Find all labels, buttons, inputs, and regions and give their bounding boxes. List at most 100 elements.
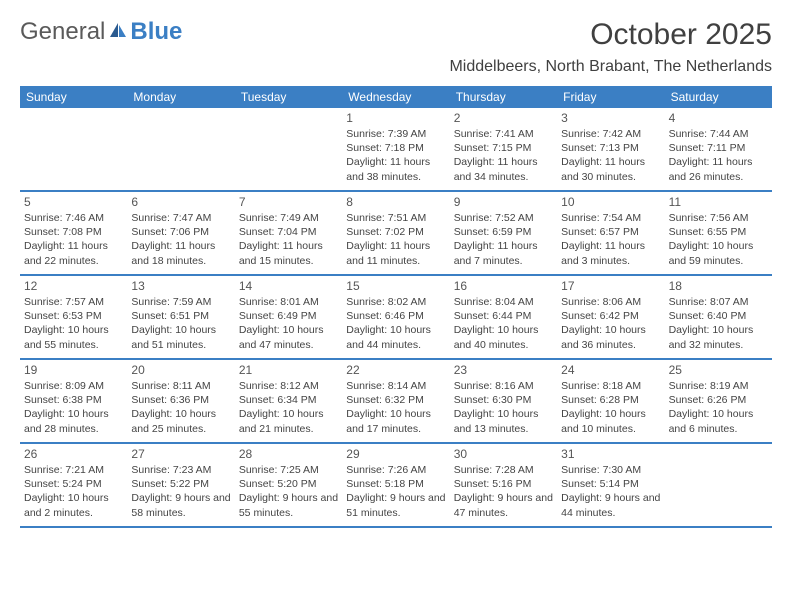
day-number: 22 bbox=[346, 363, 445, 377]
day-info: Sunrise: 7:52 AMSunset: 6:59 PMDaylight:… bbox=[454, 211, 553, 268]
month-title: October 2025 bbox=[449, 18, 772, 52]
empty-day-cell bbox=[665, 444, 772, 526]
day-cell: 7Sunrise: 7:49 AMSunset: 7:04 PMDaylight… bbox=[235, 192, 342, 274]
day-info: Sunrise: 8:02 AMSunset: 6:46 PMDaylight:… bbox=[346, 295, 445, 352]
day-number: 27 bbox=[131, 447, 230, 461]
empty-day-cell bbox=[127, 108, 234, 190]
day-info: Sunrise: 7:26 AMSunset: 5:18 PMDaylight:… bbox=[346, 463, 445, 520]
day-cell: 27 Sunrise: 7:23 AMSunset: 5:22 PMDayligh… bbox=[127, 444, 234, 526]
title-block: October 2025 Middelbeers, North Brabant,… bbox=[449, 18, 772, 76]
day-info: Sunrise: 7:39 AMSunset: 7:18 PMDaylight:… bbox=[346, 127, 445, 184]
day-info: Sunrise: 8:11 AMSunset: 6:36 PMDaylight:… bbox=[131, 379, 230, 436]
day-number: 1 bbox=[346, 111, 445, 125]
location-subtitle: Middelbeers, North Brabant, The Netherla… bbox=[449, 58, 772, 76]
day-info: Sunrise: 7:44 AMSunset: 7:11 PMDaylight:… bbox=[669, 127, 768, 184]
day-info: Sunrise: 8:09 AMSunset: 6:38 PMDaylight:… bbox=[24, 379, 123, 436]
day-info: Sunrise: 8:01 AMSunset: 6:49 PMDaylight:… bbox=[239, 295, 338, 352]
day-cell: 11Sunrise: 7:56 AMSunset: 6:55 PMDayligh… bbox=[665, 192, 772, 274]
day-cell: 23Sunrise: 8:16 AMSunset: 6:30 PMDayligh… bbox=[450, 360, 557, 442]
empty-day-cell bbox=[235, 108, 342, 190]
day-header-cell: Thursday bbox=[450, 86, 557, 108]
day-cell: 29 Sunrise: 7:26 AMSunset: 5:18 PMDayligh… bbox=[342, 444, 449, 526]
day-header-cell: Sunday bbox=[20, 86, 127, 108]
day-info: Sunrise: 8:18 AMSunset: 6:28 PMDaylight:… bbox=[561, 379, 660, 436]
day-cell: 5 Sunrise: 7:46 AMSunset: 7:08 PMDaylight… bbox=[20, 192, 127, 274]
day-info: Sunrise: 7:54 AMSunset: 6:57 PMDaylight:… bbox=[561, 211, 660, 268]
day-info: Sunrise: 7:41 AMSunset: 7:15 PMDaylight:… bbox=[454, 127, 553, 184]
logo-sail-icon bbox=[108, 18, 128, 46]
day-number: 25 bbox=[669, 363, 768, 377]
day-number: 19 bbox=[24, 363, 123, 377]
logo-text-general: General bbox=[20, 18, 105, 46]
week-row: 26Sunrise: 7:21 AMSunset: 5:24 PMDayligh… bbox=[20, 444, 772, 528]
day-cell: 28Sunrise: 7:25 AMSunset: 5:20 PMDayligh… bbox=[235, 444, 342, 526]
day-info: Sunrise: 8:12 AMSunset: 6:34 PMDaylight:… bbox=[239, 379, 338, 436]
page-header: General Blue October 2025 Middelbeers, N… bbox=[20, 18, 772, 76]
day-cell: 9 Sunrise: 7:52 AMSunset: 6:59 PMDaylight… bbox=[450, 192, 557, 274]
day-number: 9 bbox=[454, 195, 553, 209]
day-header-cell: Tuesday bbox=[235, 86, 342, 108]
day-info: Sunrise: 7:59 AMSunset: 6:51 PMDaylight:… bbox=[131, 295, 230, 352]
day-cell: 6 Sunrise: 7:47 AMSunset: 7:06 PMDaylight… bbox=[127, 192, 234, 274]
day-number: 26 bbox=[24, 447, 123, 461]
week-row: 1 Sunrise: 7:39 AMSunset: 7:18 PMDaylight… bbox=[20, 108, 772, 192]
day-info: Sunrise: 8:07 AMSunset: 6:40 PMDaylight:… bbox=[669, 295, 768, 352]
day-info: Sunrise: 8:16 AMSunset: 6:30 PMDaylight:… bbox=[454, 379, 553, 436]
week-row: 5 Sunrise: 7:46 AMSunset: 7:08 PMDaylight… bbox=[20, 192, 772, 276]
day-number: 18 bbox=[669, 279, 768, 293]
day-number: 30 bbox=[454, 447, 553, 461]
day-cell: 8Sunrise: 7:51 AMSunset: 7:02 PMDaylight… bbox=[342, 192, 449, 274]
day-number: 10 bbox=[561, 195, 660, 209]
day-number: 4 bbox=[669, 111, 768, 125]
day-number: 6 bbox=[131, 195, 230, 209]
day-info: Sunrise: 7:46 AMSunset: 7:08 PMDaylight:… bbox=[24, 211, 123, 268]
day-info: Sunrise: 7:47 AMSunset: 7:06 PMDaylight:… bbox=[131, 211, 230, 268]
week-row: 19 Sunrise: 8:09 AMSunset: 6:38 PMDayligh… bbox=[20, 360, 772, 444]
logo: General Blue bbox=[20, 18, 182, 46]
day-cell: 26Sunrise: 7:21 AMSunset: 5:24 PMDayligh… bbox=[20, 444, 127, 526]
day-header-row: SundayMondayTuesdayWednesdayThursdayFrid… bbox=[20, 86, 772, 108]
day-cell: 25 Sunrise: 8:19 AMSunset: 6:26 PMDayligh… bbox=[665, 360, 772, 442]
calendar-page: General Blue October 2025 Middelbeers, N… bbox=[0, 0, 792, 546]
day-number: 15 bbox=[346, 279, 445, 293]
day-info: Sunrise: 7:56 AMSunset: 6:55 PMDaylight:… bbox=[669, 211, 768, 268]
day-number: 29 bbox=[346, 447, 445, 461]
day-cell: 13Sunrise: 7:59 AMSunset: 6:51 PMDayligh… bbox=[127, 276, 234, 358]
day-cell: 22Sunrise: 8:14 AMSunset: 6:32 PMDayligh… bbox=[342, 360, 449, 442]
week-row: 12Sunrise: 7:57 AMSunset: 6:53 PMDayligh… bbox=[20, 276, 772, 360]
day-number: 24 bbox=[561, 363, 660, 377]
day-info: Sunrise: 7:42 AMSunset: 7:13 PMDaylight:… bbox=[561, 127, 660, 184]
day-number: 31 bbox=[561, 447, 660, 461]
day-number: 14 bbox=[239, 279, 338, 293]
day-number: 21 bbox=[239, 363, 338, 377]
day-info: Sunrise: 7:30 AMSunset: 5:14 PMDaylight:… bbox=[561, 463, 660, 520]
day-cell: 2 Sunrise: 7:41 AMSunset: 7:15 PMDaylight… bbox=[450, 108, 557, 190]
logo-text-blue: Blue bbox=[130, 18, 182, 46]
day-cell: 15 Sunrise: 8:02 AMSunset: 6:46 PMDayligh… bbox=[342, 276, 449, 358]
day-cell: 20 Sunrise: 8:11 AMSunset: 6:36 PMDayligh… bbox=[127, 360, 234, 442]
day-cell: 4 Sunrise: 7:44 AMSunset: 7:11 PMDaylight… bbox=[665, 108, 772, 190]
day-number: 2 bbox=[454, 111, 553, 125]
day-header-cell: Monday bbox=[127, 86, 234, 108]
day-number: 5 bbox=[24, 195, 123, 209]
day-info: Sunrise: 7:25 AMSunset: 5:20 PMDaylight:… bbox=[239, 463, 338, 520]
day-cell: 18 Sunrise: 8:07 AMSunset: 6:40 PMDayligh… bbox=[665, 276, 772, 358]
day-cell: 10 Sunrise: 7:54 AMSunset: 6:57 PMDayligh… bbox=[557, 192, 664, 274]
calendar-grid: SundayMondayTuesdayWednesdayThursdayFrid… bbox=[20, 86, 772, 528]
day-cell: 24 Sunrise: 8:18 AMSunset: 6:28 PMDayligh… bbox=[557, 360, 664, 442]
day-info: Sunrise: 8:04 AMSunset: 6:44 PMDaylight:… bbox=[454, 295, 553, 352]
day-info: Sunrise: 7:23 AMSunset: 5:22 PMDaylight:… bbox=[131, 463, 230, 520]
day-cell: 30Sunrise: 7:28 AMSunset: 5:16 PMDayligh… bbox=[450, 444, 557, 526]
day-cell: 12Sunrise: 7:57 AMSunset: 6:53 PMDayligh… bbox=[20, 276, 127, 358]
day-cell: 17Sunrise: 8:06 AMSunset: 6:42 PMDayligh… bbox=[557, 276, 664, 358]
day-number: 12 bbox=[24, 279, 123, 293]
day-number: 8 bbox=[346, 195, 445, 209]
day-header-cell: Friday bbox=[557, 86, 664, 108]
day-header-cell: Wednesday bbox=[342, 86, 449, 108]
day-cell: 21 Sunrise: 8:12 AMSunset: 6:34 PMDayligh… bbox=[235, 360, 342, 442]
day-cell: 31 Sunrise: 7:30 AMSunset: 5:14 PMDayligh… bbox=[557, 444, 664, 526]
day-info: Sunrise: 8:19 AMSunset: 6:26 PMDaylight:… bbox=[669, 379, 768, 436]
day-number: 3 bbox=[561, 111, 660, 125]
day-number: 20 bbox=[131, 363, 230, 377]
empty-day-cell bbox=[20, 108, 127, 190]
